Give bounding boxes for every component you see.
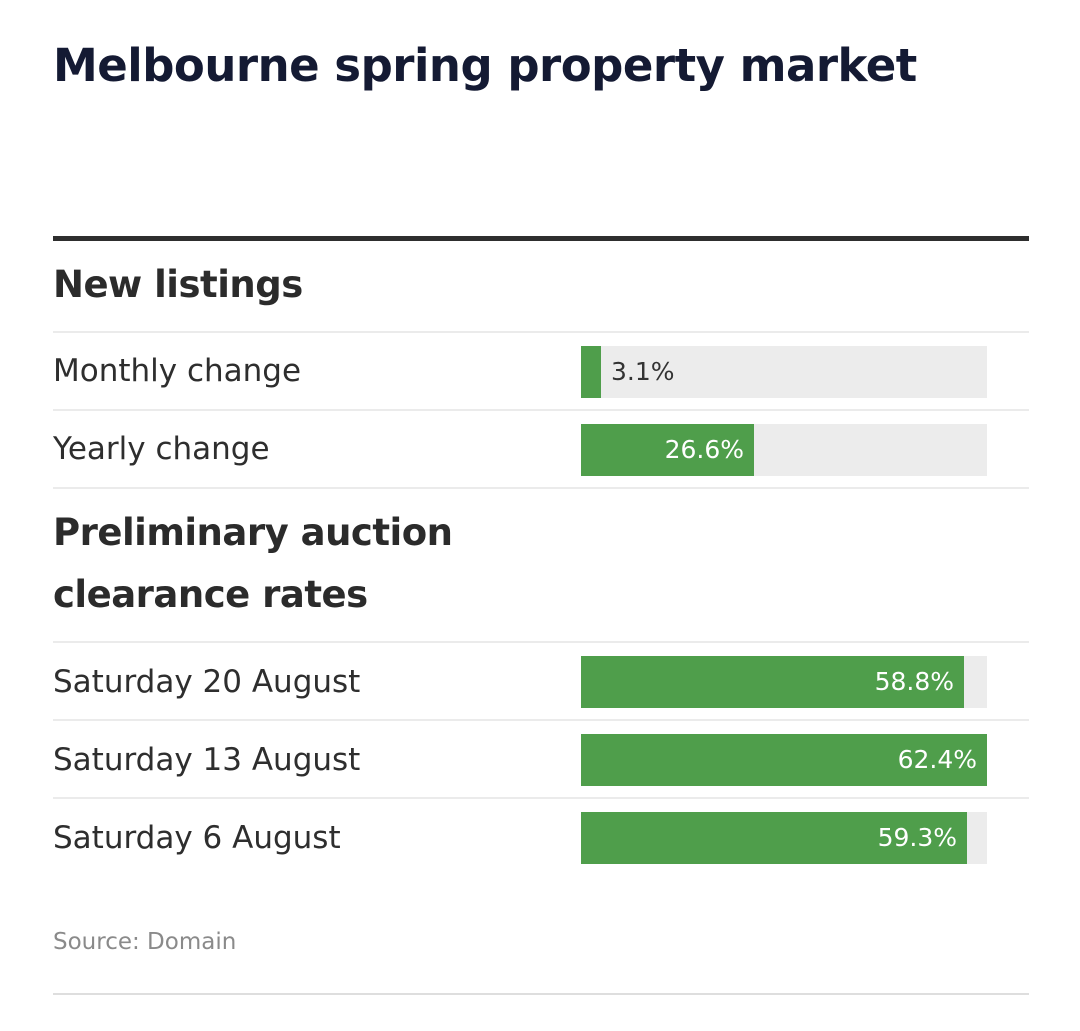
row-label: Monthly change [53,353,302,389]
bar [581,812,967,864]
bar-track: 58.8% [581,656,987,708]
bar-track: 26.6% [581,424,987,476]
bar-value-label: 59.3% [877,823,957,852]
bar-track: 3.1% [581,346,987,398]
bar-value-label: 62.4% [897,745,977,774]
section-heading-clearance-rates: Preliminary auction clearance rates [53,511,453,616]
chart-title: Melbourne spring property market [53,39,917,92]
row-divider [53,719,1029,721]
row-label: Saturday 6 August [53,820,341,856]
source-note: Source: Domain [53,929,237,955]
row-label: Yearly change [53,431,270,467]
row-divider [53,331,1029,333]
bar-track: 62.4% [581,734,987,786]
row-label: Saturday 20 August [53,664,361,700]
row-divider [53,487,1029,489]
bar [581,346,601,398]
row-label: Saturday 13 August [53,742,361,778]
row-divider [53,641,1029,643]
top-rule [53,236,1029,241]
bar-value-label: 3.1% [611,357,675,386]
bar [581,424,754,476]
bar-value-label: 58.8% [874,667,954,696]
bar [581,656,964,708]
row-divider [53,409,1029,411]
bar [581,734,987,786]
bar-value-label: 26.6% [664,435,744,464]
row-divider [53,797,1029,799]
bar-track: 59.3% [581,812,987,864]
section-heading-new-listings: New listings [53,263,303,306]
bottom-rule [53,993,1029,995]
